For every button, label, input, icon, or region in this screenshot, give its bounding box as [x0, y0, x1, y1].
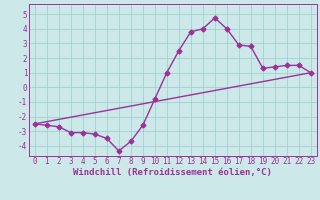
X-axis label: Windchill (Refroidissement éolien,°C): Windchill (Refroidissement éolien,°C)	[73, 168, 272, 177]
